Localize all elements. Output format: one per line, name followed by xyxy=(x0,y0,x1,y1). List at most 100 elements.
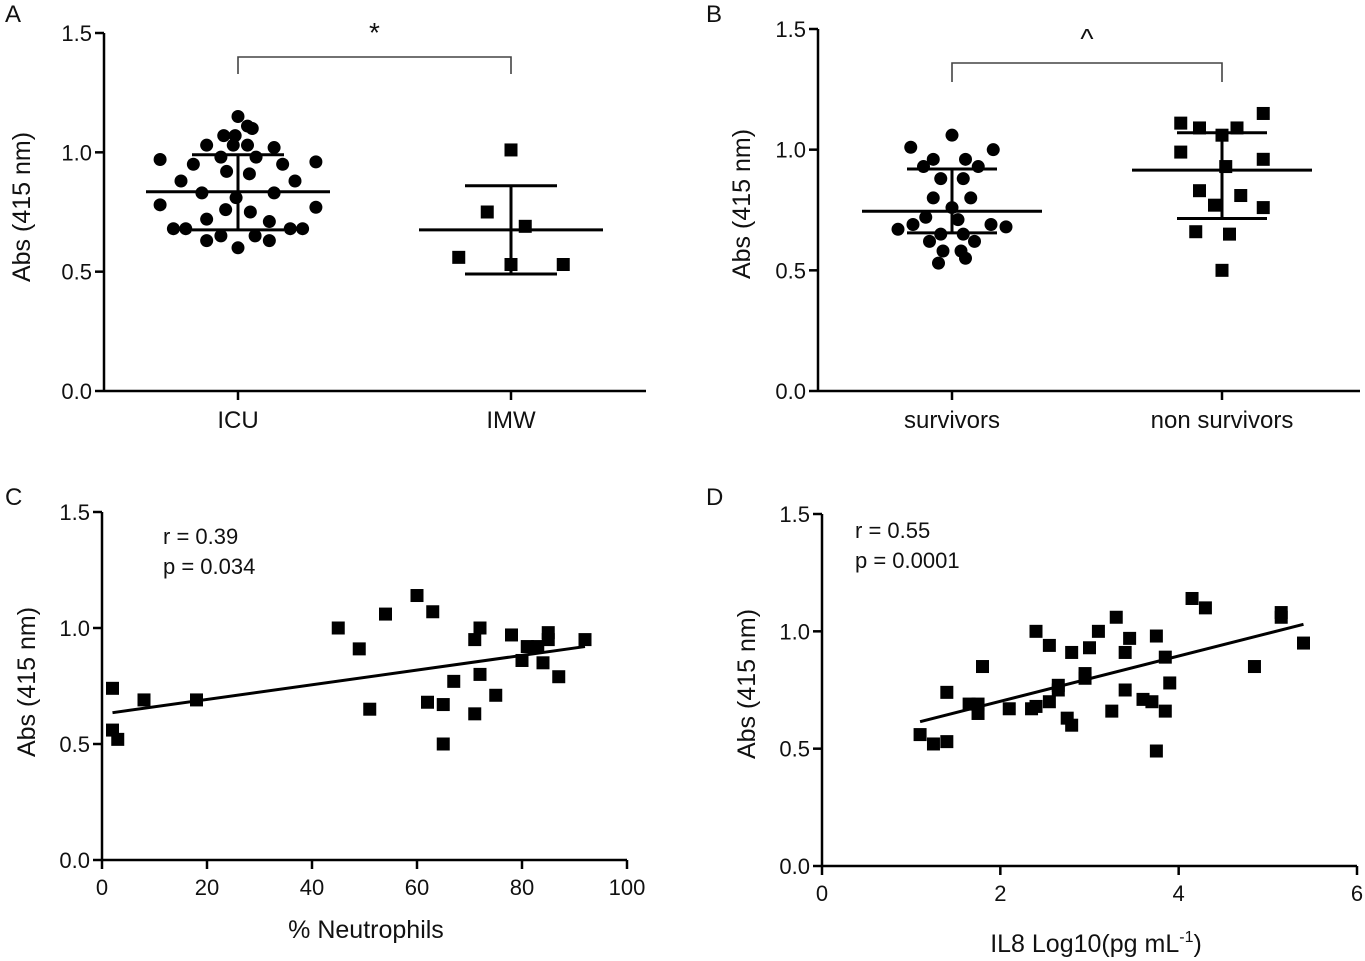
data-point xyxy=(248,229,262,243)
data-point xyxy=(541,633,555,647)
y-tick-label: 1.0 xyxy=(775,138,806,163)
data-point xyxy=(200,212,214,226)
data-point xyxy=(174,174,188,188)
data-point xyxy=(267,141,281,155)
data-point xyxy=(1174,145,1188,159)
data-point xyxy=(956,172,970,186)
y-tick-label: 1.5 xyxy=(775,17,806,42)
y-tick-label: 0.0 xyxy=(779,854,810,879)
p-value-label: p = 0.034 xyxy=(163,554,255,579)
data-point xyxy=(231,241,245,255)
x-tick-label: 0 xyxy=(96,875,108,900)
x-category-label: non survivors xyxy=(1151,407,1294,434)
x-axis-title-main: IL8 Log10(pg mL xyxy=(990,930,1179,958)
panel-d: D 0.0 0.5 1.0 1.5 Abs (415 nm) 0 2 4 6 IL8 Log10(p… xyxy=(706,484,1363,958)
data-point xyxy=(932,256,945,270)
data-point xyxy=(1118,645,1132,659)
data-point xyxy=(976,660,989,674)
x-tick-label: 2 xyxy=(994,881,1006,906)
data-point xyxy=(1230,121,1244,135)
panel-letter: A xyxy=(5,1,21,28)
data-point xyxy=(1297,636,1310,650)
data-point xyxy=(1185,591,1199,605)
data-point xyxy=(276,157,290,171)
regression-line xyxy=(919,622,1304,724)
data-point xyxy=(951,213,965,227)
data-point xyxy=(473,667,487,681)
data-point xyxy=(262,234,276,248)
y-tick-label: 1.0 xyxy=(779,619,810,644)
x-category-label: ICU xyxy=(217,407,258,434)
data-point xyxy=(964,191,978,205)
data-point xyxy=(1256,106,1270,120)
data-point xyxy=(940,735,954,749)
data-point xyxy=(1234,189,1248,203)
data-point xyxy=(984,217,998,231)
data-point xyxy=(296,222,310,236)
y-tick-label: 0.0 xyxy=(775,379,806,404)
data-point xyxy=(1274,610,1288,624)
data-point xyxy=(1029,624,1043,638)
data-point xyxy=(219,203,233,217)
data-point xyxy=(226,138,240,152)
data-point xyxy=(241,138,254,152)
data-point xyxy=(283,222,297,236)
data-point xyxy=(309,200,323,214)
data-point xyxy=(363,702,377,716)
data-point xyxy=(999,220,1013,234)
data-point xyxy=(520,640,534,654)
data-point xyxy=(436,698,450,712)
y-tick-label: 0.5 xyxy=(61,260,92,285)
data-point xyxy=(1065,645,1079,659)
data-point xyxy=(936,244,950,258)
data-point xyxy=(137,693,151,707)
data-point xyxy=(1065,718,1079,732)
correlation-r-label: r = 0.39 xyxy=(163,524,238,549)
y-tick-label: 0.0 xyxy=(61,379,92,404)
data-point xyxy=(917,160,930,174)
data-point xyxy=(249,150,263,164)
data-point xyxy=(1223,227,1236,241)
y-tick-label: 1.5 xyxy=(59,500,90,525)
y-tick-label: 1.5 xyxy=(61,21,92,46)
y-axis-title: Abs (415 nm) xyxy=(8,132,36,282)
data-point xyxy=(1042,638,1056,652)
data-point xyxy=(214,229,228,243)
data-point xyxy=(1145,695,1159,709)
y-tick-label: 1.5 xyxy=(779,502,810,527)
panel-c: C 0.0 0.5 1.0 1.5 Abs (415 nm) 0 20 40 60 80 100 % N… xyxy=(5,484,645,944)
data-point xyxy=(1002,702,1016,716)
data-point xyxy=(186,157,200,171)
data-point xyxy=(1193,184,1206,198)
x-tick-label: 4 xyxy=(1173,881,1185,906)
data-point xyxy=(926,737,940,751)
data-point xyxy=(352,642,366,656)
data-point xyxy=(421,695,434,709)
p-value-label: p = 0.0001 xyxy=(855,548,960,573)
data-point xyxy=(906,217,920,231)
y-axis-title: Abs (415 nm) xyxy=(728,129,756,279)
data-point xyxy=(1198,601,1212,615)
x-category-label: survivors xyxy=(904,407,1000,434)
data-point xyxy=(262,215,276,229)
x-axis-title: IL8 Log10(pg mL-1) xyxy=(990,929,1202,958)
x-tick-label: 20 xyxy=(195,875,219,900)
y-tick-label: 0.5 xyxy=(59,732,90,757)
data-point xyxy=(166,222,180,236)
data-point xyxy=(200,234,214,248)
y-tick-label: 1.0 xyxy=(59,616,90,641)
significance-marker: * xyxy=(369,17,380,48)
data-point xyxy=(309,155,323,169)
data-point xyxy=(288,174,302,188)
data-point xyxy=(1149,629,1163,643)
data-point xyxy=(1109,610,1123,624)
panel-letter: B xyxy=(706,1,722,28)
data-point xyxy=(217,129,231,143)
x-tick-label: 100 xyxy=(609,875,646,900)
data-point xyxy=(1091,624,1105,638)
data-point xyxy=(489,688,503,702)
correlation-r-label: r = 0.55 xyxy=(855,518,930,543)
data-point xyxy=(1189,225,1203,239)
panel-letter: D xyxy=(706,484,723,511)
